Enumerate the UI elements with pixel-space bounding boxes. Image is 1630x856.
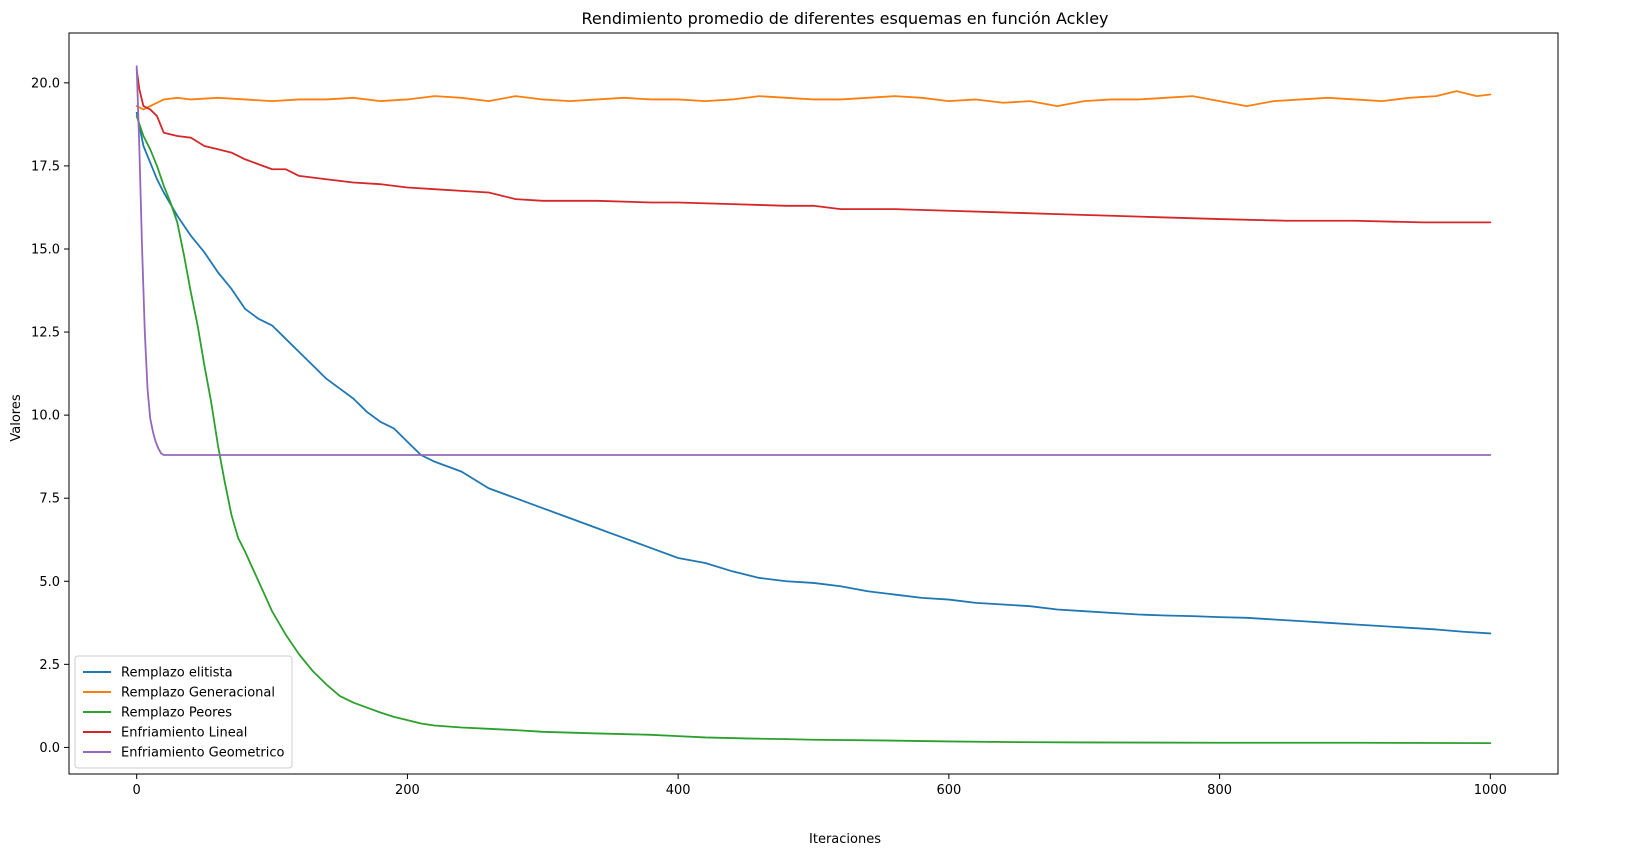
series-layer [135,65,1492,744]
x-tick-label: 600 [936,783,961,798]
y-tick-label: 20.0 [31,76,60,91]
y-tick-label: 2.5 [39,658,60,673]
x-tick-label: 0 [133,783,141,798]
axes-layer: 0 200 400 600 800 1000 0.0 2.5 5.0 7.5 10.0 12.5 15.… [31,32,1559,798]
x-tick-label: 800 [1207,783,1232,798]
chart-title: Rendimiento promedio de diferentes esque… [582,9,1109,28]
y-tick-label: 15.0 [31,242,60,257]
plot-frame [68,32,1559,775]
series-line-4 [135,68,1492,224]
y-tick-label: 10.0 [31,409,60,424]
x-tick-label: 400 [666,783,691,798]
x-tick-label: 1000 [1474,783,1507,798]
y-axis-label: Valores [9,394,24,441]
series-line-3 [135,115,1492,744]
legend-label: Remplazo elitista [121,666,233,681]
series-line-5 [135,65,1492,456]
legend-label: Enfriamiento Lineal [121,726,247,741]
y-tick-label: 7.5 [39,492,60,507]
y-tick-label: 12.5 [31,326,60,341]
x-tick-label: 200 [395,783,420,798]
y-tick-label: 5.0 [39,575,60,590]
series-line-2 [135,90,1492,111]
legend: Remplazo elitista Remplazo Generacional Re… [74,655,293,769]
x-axis-label: Iteraciones [809,832,881,847]
legend-label: Remplazo Generacional [121,686,275,701]
legend-label: Enfriamiento Geometrico [121,746,285,761]
y-tick-label: 0.0 [39,741,60,756]
legend-box [74,655,293,769]
y-tick-label: 17.5 [31,159,60,174]
series-line-1 [135,111,1492,635]
legend-label: Remplazo Peores [121,706,232,721]
